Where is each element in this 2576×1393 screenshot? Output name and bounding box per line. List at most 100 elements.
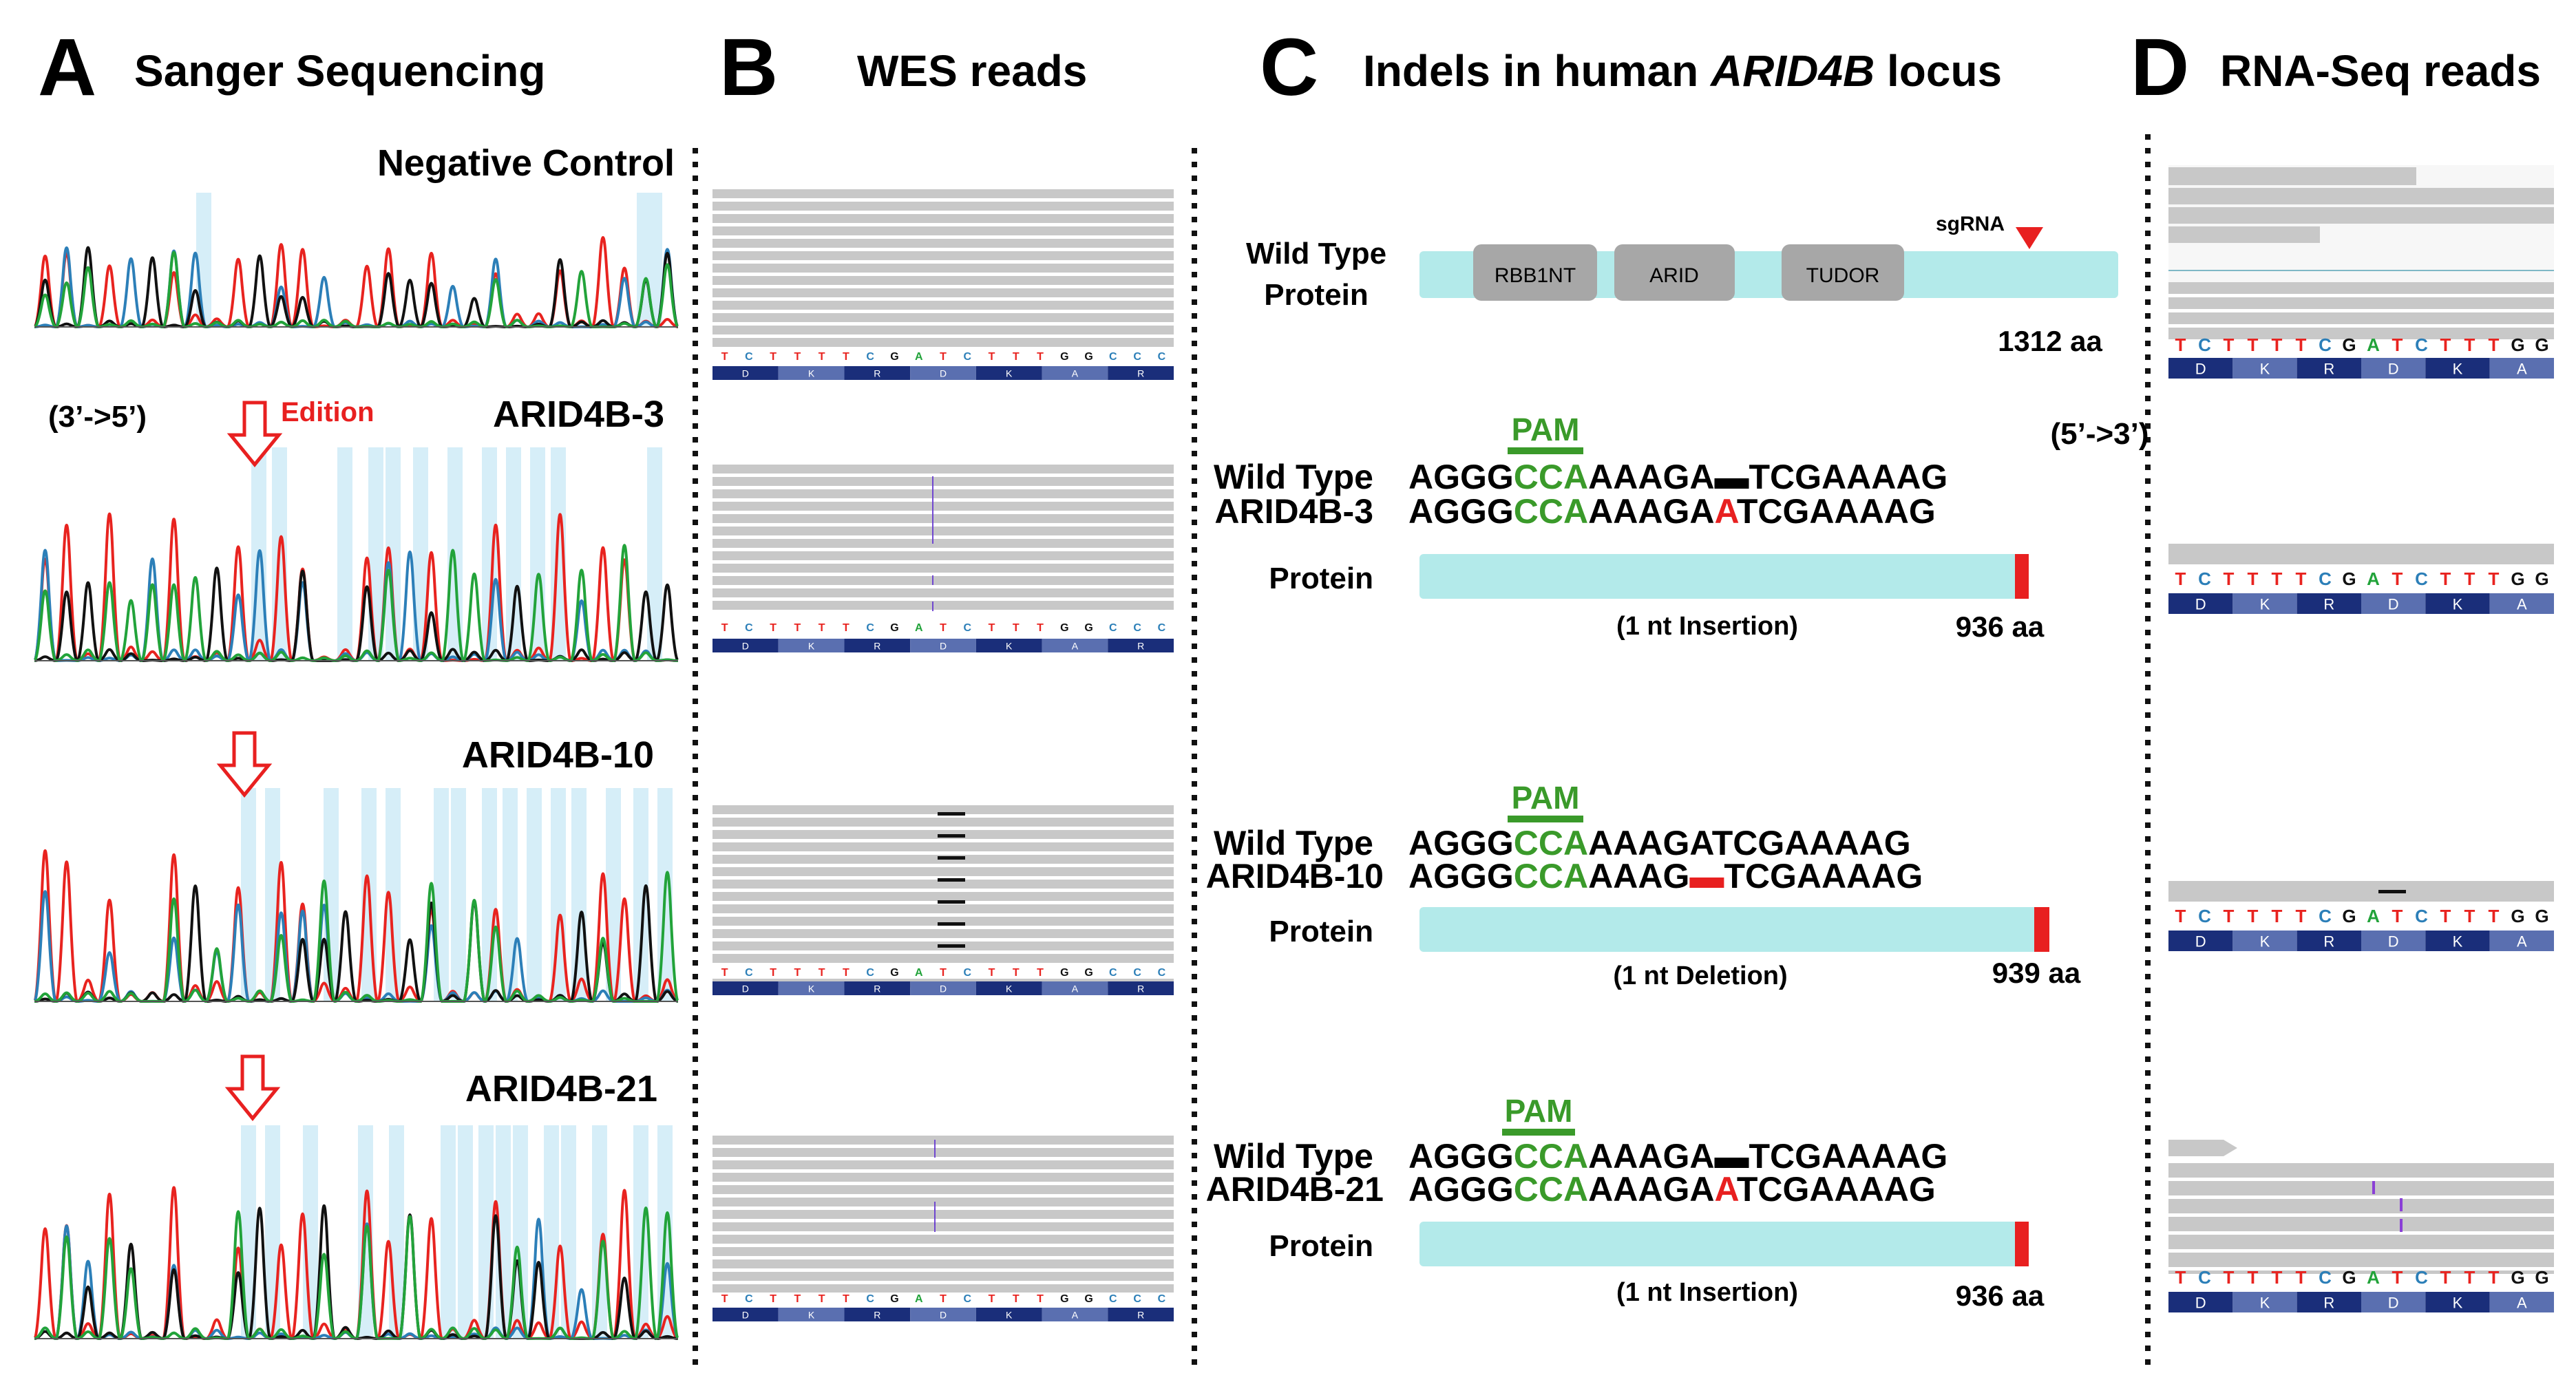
base-letter: C: [1109, 1293, 1117, 1305]
base-letter: G: [1060, 1293, 1068, 1305]
mut-sequence: AGGGCCAAAAG▬TCGAAAAG: [1408, 857, 1923, 895]
base-letter: C: [866, 967, 874, 979]
seq-part: AAAGA: [1588, 492, 1714, 531]
wt-seq-label: Wild Type: [1214, 1137, 1373, 1176]
base-letter: T: [2224, 906, 2235, 926]
insertion-marker: I: [2398, 1215, 2404, 1236]
aa-cell: [2425, 593, 2490, 614]
mut-length: 939 aa: [1992, 957, 2081, 989]
base-letter: T: [770, 622, 777, 634]
base-letter: T: [2296, 568, 2307, 589]
seq-pam: CCA: [1514, 1137, 1588, 1176]
deletion-mark: [938, 812, 965, 816]
insertion-marker: I: [2371, 1177, 2376, 1198]
aa-cell: [975, 639, 1042, 652]
base-letter: C: [2319, 1267, 2332, 1288]
aa-letter: D: [2195, 1294, 2206, 1311]
aa-letter: D: [2388, 595, 2399, 613]
highlight-band: [386, 447, 401, 661]
clone-label: ARID4B-3: [1214, 492, 1373, 531]
edition-arrow: [226, 401, 283, 467]
seq-prefix: AGGG: [1408, 1137, 1514, 1176]
base-letter: T: [721, 622, 728, 634]
seq-bg: [712, 966, 1174, 977]
aa-cell: [712, 639, 779, 652]
base-letter: G: [1060, 967, 1068, 979]
base-letter: C: [2415, 906, 2428, 926]
base-letter: T: [1037, 1293, 1044, 1305]
seq-prefix: AGGG: [1408, 458, 1514, 496]
aa-letter: A: [1072, 1310, 1079, 1321]
read-bar: [2168, 282, 2554, 294]
pam-label: PAM: [1512, 412, 1580, 447]
aa-cell: [975, 981, 1042, 995]
seq-bg: [712, 1293, 1174, 1304]
base-letter: A: [915, 967, 923, 979]
wt-sequence: AGGGCCAAAAGA▬TCGAAAAG: [1408, 1137, 1947, 1176]
read-bar: [712, 842, 1174, 851]
rna-block: T C T T T T C G A T C T T T G GD K R D K A: [2168, 544, 2554, 614]
base-letter: T: [2175, 334, 2186, 355]
domain-tudor: [1782, 244, 1904, 301]
base-letter: T: [989, 622, 995, 634]
aa-cell: [778, 639, 845, 652]
base-letter: T: [2489, 334, 2500, 355]
seq-prefix: AGGG: [1408, 824, 1514, 862]
insertion-marker: I: [931, 493, 935, 509]
highlight-band: [633, 1125, 648, 1339]
base-letter: C: [1133, 622, 1141, 634]
base-letter: T: [2296, 334, 2307, 355]
aa-letter: D: [940, 368, 947, 379]
seq-part: AAAG: [1588, 857, 1689, 895]
insertion-marker: I: [931, 532, 935, 547]
aa-letter: D: [2195, 933, 2206, 950]
wt-label: Wild Type: [1246, 237, 1386, 270]
base-letter: C: [1133, 1293, 1141, 1305]
base-letter: T: [1013, 967, 1020, 979]
read-bar: [712, 1247, 1174, 1256]
deletion-mark: [938, 900, 965, 904]
aa-letter: D: [742, 983, 749, 995]
base-letter: T: [843, 351, 849, 363]
base-letter: T: [2440, 1267, 2451, 1288]
read-bar: [712, 251, 1174, 260]
base-letter: T: [721, 351, 728, 363]
base-letter: T: [940, 622, 947, 634]
base-letter: C: [2319, 906, 2332, 926]
seq-prefix: AGGG: [1408, 857, 1514, 895]
read-bar: [712, 502, 1174, 511]
wt-seq-label: Wild Type: [1214, 824, 1373, 862]
pam-label: PAM: [1512, 780, 1580, 816]
aa-letter: R: [1137, 641, 1144, 652]
aa-letter: R: [874, 368, 880, 379]
aa-cell: [844, 639, 911, 652]
base-letter: T: [940, 967, 947, 979]
panel-c-letter: C: [1260, 22, 1318, 113]
panel-c-title-gene: ARID4B: [1709, 46, 1875, 96]
base-letter: G: [2511, 568, 2524, 589]
read-bar: [712, 1222, 1174, 1231]
seq-pam: CCA: [1514, 458, 1588, 496]
read-bar: [712, 1173, 1174, 1182]
base-letter: C: [1133, 351, 1141, 363]
deletion-mark: [938, 856, 965, 860]
aa-letter: K: [2453, 1294, 2463, 1311]
read-bar: [712, 1136, 1174, 1145]
read-bar: [2168, 207, 2554, 224]
base-letter: C: [2198, 906, 2211, 926]
pam-bar: [1508, 447, 1583, 454]
read-bar: [712, 189, 1174, 198]
trace-line: [33, 549, 679, 663]
panel-c-title: Indels in human ARID4B locus: [1363, 46, 2002, 96]
deletion-mark: [2378, 890, 2406, 893]
read-bar: [712, 226, 1174, 235]
panel-d-letter: D: [2131, 22, 2189, 113]
aa-letter: D: [940, 641, 947, 652]
domain-arid: [1614, 244, 1735, 301]
base-letter: T: [2489, 568, 2500, 589]
